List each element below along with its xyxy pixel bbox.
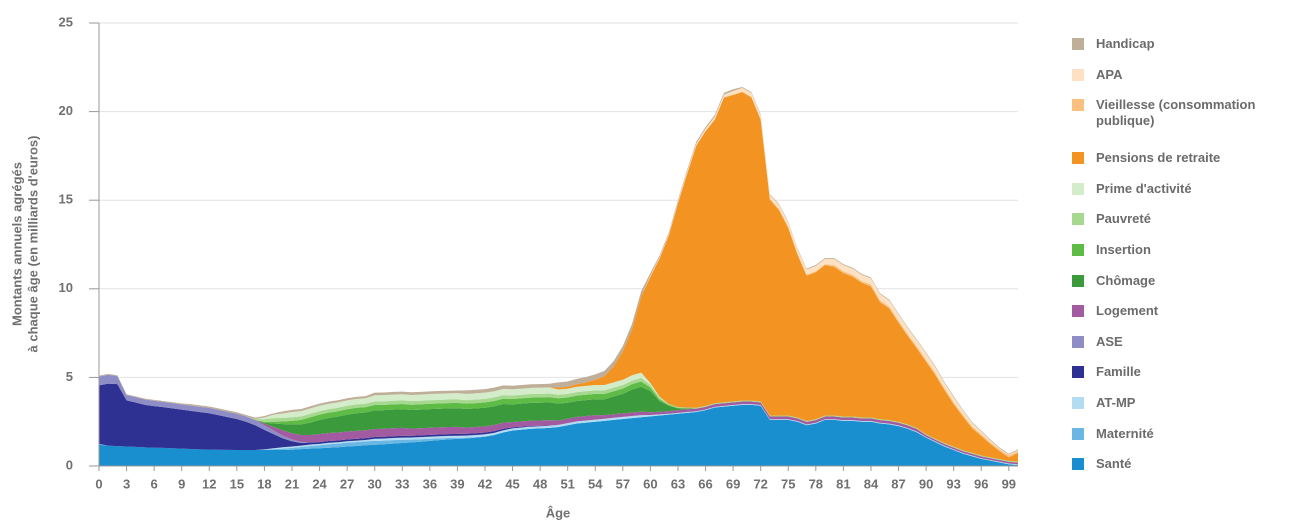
x-tick-label: 42 [478,476,492,491]
x-tick-label: 33 [395,476,409,491]
y-tick-label: 0 [66,457,73,472]
legend-label: Handicap [1096,36,1155,51]
legend-swatch [1072,305,1084,318]
area [99,404,1018,466]
legend-swatch [1072,274,1084,287]
legend-swatch [1072,243,1084,256]
x-tick-label: 75 [781,476,795,491]
legend-swatch [1072,396,1084,409]
legend-label: Prime d'activité [1096,180,1192,196]
legend-label: Insertion [1096,241,1151,257]
x-tick-label: 90 [919,476,933,491]
x-tick-label: 57 [616,476,630,491]
y-tick-label: 25 [59,14,73,29]
x-tick-label: 27 [340,476,354,491]
legend-label: Vieillesse (consommation publique) [1096,97,1256,129]
y-axis-title-line: Montants annuels agrégés [9,162,24,326]
legend-item: Handicap [1068,36,1283,67]
x-tick-label: 24 [312,476,327,491]
legend-swatch [1072,427,1084,440]
legend-item: APA [1068,67,1283,98]
legend-item: Insertion [1068,242,1283,273]
legend-swatch [1072,182,1084,195]
legend-item: Prime d'activité [1068,181,1283,212]
legend-item: Chômage [1068,273,1283,304]
y-axis-title-line: à chaque âge (en milliards d'euros) [25,136,40,353]
y-tick-label: 10 [59,280,73,295]
x-tick-label: 81 [836,476,850,491]
legend-item: Pauvreté [1068,211,1283,242]
x-tick-label: 48 [533,476,547,491]
legend-label: Chômage [1096,272,1156,288]
x-axis-title: Âge [546,505,571,520]
x-tick-label: 15 [230,476,244,491]
x-tick-label: 93 [946,476,960,491]
x-tick-label: 84 [864,476,879,491]
legend-item: AT-MP [1068,395,1283,426]
y-axis-title: Montants annuels agrégés à chaque âge (en… [9,136,40,353]
legend-label: AT-MP [1096,394,1136,410]
legend-label: Pauvreté [1096,211,1151,227]
legend-item: Santé [1068,456,1283,487]
x-tick-label: 9 [178,476,185,491]
legend-swatch [1072,68,1084,81]
legend-swatch [1072,335,1084,348]
x-tick-label: 66 [698,476,712,491]
legend-item: Maternité [1068,426,1283,457]
x-tick-label: 51 [560,476,574,491]
x-tick-label: 0 [95,476,102,491]
legend-label: Maternité [1096,425,1154,441]
legend-label: APA [1096,66,1123,82]
x-tick-label: 45 [505,476,519,491]
x-tick-label: 36 [423,476,437,491]
legend-swatch [1072,213,1084,226]
x-tick-label: 54 [588,476,603,491]
legend-swatch [1072,152,1084,165]
x-tick-label: 30 [367,476,381,491]
legend-item: ASE [1068,334,1283,365]
legend-item: Famille [1068,364,1283,395]
legend-swatch [1072,99,1084,112]
x-tick-label: 63 [671,476,685,491]
legend-label: Santé [1096,456,1132,472]
x-tick-label: 12 [202,476,216,491]
legend-item: Vieillesse (consommation publique) [1068,97,1283,150]
y-tick-label: 5 [66,369,73,384]
x-tick-label: 18 [257,476,271,491]
x-tick-label: 3 [123,476,130,491]
legend-item: Logement [1068,303,1283,334]
area [99,372,1018,462]
legend: Handicap APA Vieillesse (consommation publ… [1068,36,1283,487]
y-tick-label: 15 [59,192,73,207]
x-tick-label: 72 [753,476,767,491]
x-tick-label: 60 [643,476,657,491]
x-tick-label: 21 [285,476,299,491]
area [99,404,1018,466]
x-tick-label: 69 [726,476,740,491]
x-tick-label: 6 [151,476,158,491]
x-tick-label: 87 [891,476,905,491]
legend-swatch [1072,458,1084,471]
legend-swatch [1072,38,1084,50]
legend-label: Pensions de retraite [1096,150,1221,166]
y-tick-label: 20 [59,103,73,118]
legend-label: ASE [1096,333,1123,349]
x-tick-label: 96 [974,476,988,491]
legend-label: Logement [1096,303,1159,319]
area [99,92,1018,462]
areas [99,86,1018,466]
area [99,374,1018,463]
x-tick-label: 39 [450,476,464,491]
area [99,374,1018,463]
legend-label: Famille [1096,364,1141,380]
legend-item: Pensions de retraite [1068,150,1283,181]
legend-swatch [1072,366,1084,379]
x-tick-label: 99 [1002,476,1016,491]
x-tick-label: 78 [809,476,823,491]
